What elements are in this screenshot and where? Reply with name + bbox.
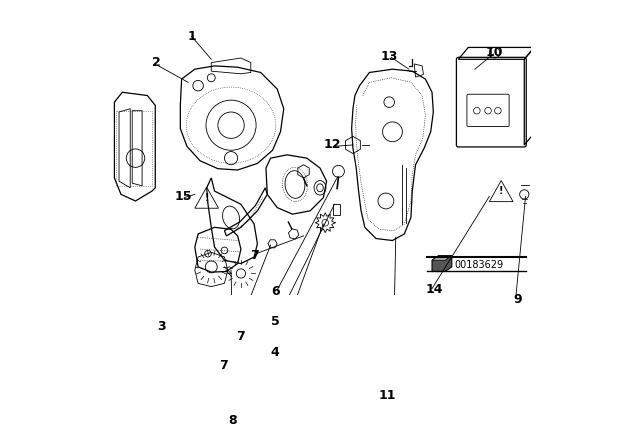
Text: 9: 9 xyxy=(513,293,522,306)
Text: 15: 15 xyxy=(174,190,192,203)
Text: 7: 7 xyxy=(237,330,245,343)
Text: 5: 5 xyxy=(271,315,280,328)
Text: 3: 3 xyxy=(157,320,166,333)
Text: !: ! xyxy=(499,186,504,196)
Text: 10: 10 xyxy=(485,46,502,59)
Text: 7: 7 xyxy=(219,359,227,372)
Text: 00183629: 00183629 xyxy=(454,260,504,270)
Text: 8: 8 xyxy=(228,414,237,427)
Text: 12: 12 xyxy=(323,138,340,151)
Text: 13: 13 xyxy=(381,50,398,63)
Text: 11: 11 xyxy=(378,389,396,402)
Text: 1: 1 xyxy=(187,30,196,43)
Text: 4: 4 xyxy=(271,346,280,359)
Text: !: ! xyxy=(204,193,209,202)
Text: 2: 2 xyxy=(152,56,161,69)
Polygon shape xyxy=(432,256,452,260)
Polygon shape xyxy=(432,256,452,271)
Text: 6: 6 xyxy=(271,285,280,298)
Bar xyxy=(333,203,340,215)
Text: 7: 7 xyxy=(250,249,259,262)
Text: 14: 14 xyxy=(425,284,443,297)
